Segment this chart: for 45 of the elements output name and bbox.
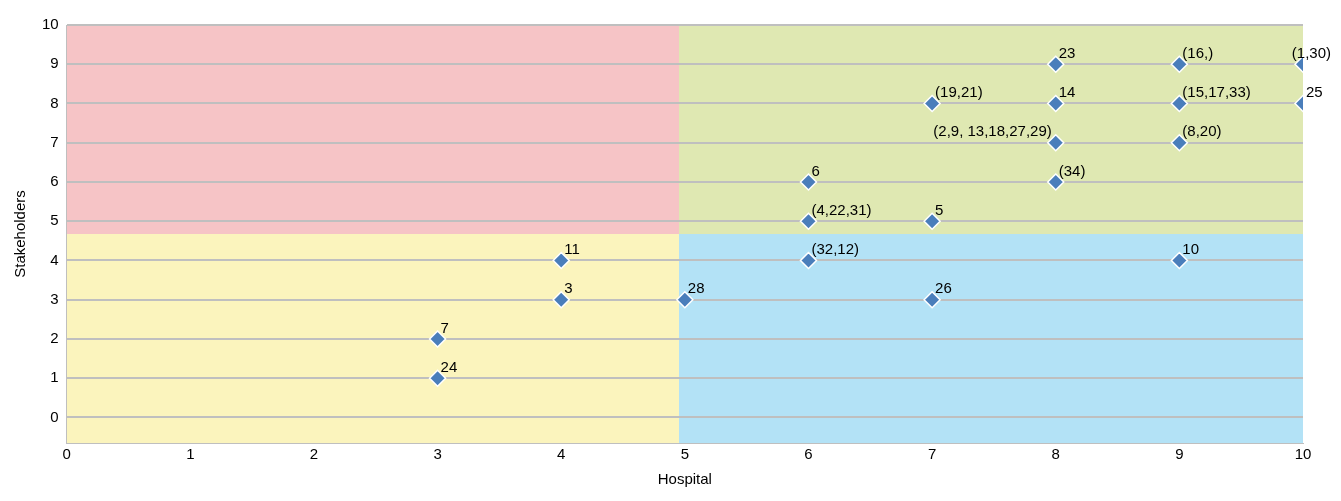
y-tick-label: 0 <box>50 407 59 425</box>
y-tick-label: 4 <box>50 250 59 268</box>
x-tick-label: 4 <box>557 445 566 463</box>
x-axis-title: Hospital <box>657 470 712 488</box>
y-tick-label: 9 <box>50 54 59 72</box>
y-tick-label: 3 <box>50 289 59 307</box>
annotation: 5 <box>935 200 944 218</box>
annotation: (16,) <box>1182 43 1214 61</box>
y-tick-label: 5 <box>50 211 59 229</box>
annotation: 3 <box>564 279 573 297</box>
annotation: 23 <box>1058 43 1076 61</box>
annotation: (34) <box>1058 161 1086 179</box>
annotation: 7 <box>440 318 449 336</box>
x-tick-label: 6 <box>804 445 813 463</box>
annotation: 6 <box>811 161 820 179</box>
annotation: 28 <box>687 279 705 297</box>
x-tick-label: 8 <box>1051 445 1060 463</box>
y-tick-label: 2 <box>50 329 59 347</box>
x-tick-label: 0 <box>62 445 71 463</box>
annotation: 25 <box>1306 83 1323 101</box>
annotation: (1,30) <box>1291 43 1331 61</box>
annotation: (32,12) <box>811 240 860 258</box>
y-tick-label: 1 <box>50 368 59 386</box>
annotation: 11 <box>564 240 580 258</box>
annotation: 14 <box>1058 83 1076 101</box>
annotation: (4,22,31) <box>811 200 872 218</box>
y-tick-label: 8 <box>50 93 59 111</box>
annotation: (15,17,33) <box>1182 83 1251 101</box>
y-tick-label: 6 <box>50 172 59 190</box>
x-tick-label: 3 <box>433 445 442 463</box>
y-axis-title: Stakeholders <box>11 190 29 278</box>
x-tick-label: 10 <box>1294 445 1312 463</box>
annotation: (2,9, 13,18,27,29) <box>933 122 1052 140</box>
annotation: (8,20) <box>1182 122 1222 140</box>
y-tick-label: 7 <box>50 132 59 150</box>
x-tick-label: 9 <box>1175 445 1184 463</box>
annotation: (19,21) <box>935 83 983 101</box>
annotation: 24 <box>440 357 458 375</box>
x-tick-label: 1 <box>186 445 195 463</box>
x-tick-label: 2 <box>309 445 319 463</box>
annotation: 10 <box>1182 240 1200 258</box>
annotation: 26 <box>935 279 952 297</box>
x-tick-label: 7 <box>927 445 937 463</box>
x-tick-label: 5 <box>680 445 690 463</box>
y-tick-label: 10 <box>42 15 59 33</box>
